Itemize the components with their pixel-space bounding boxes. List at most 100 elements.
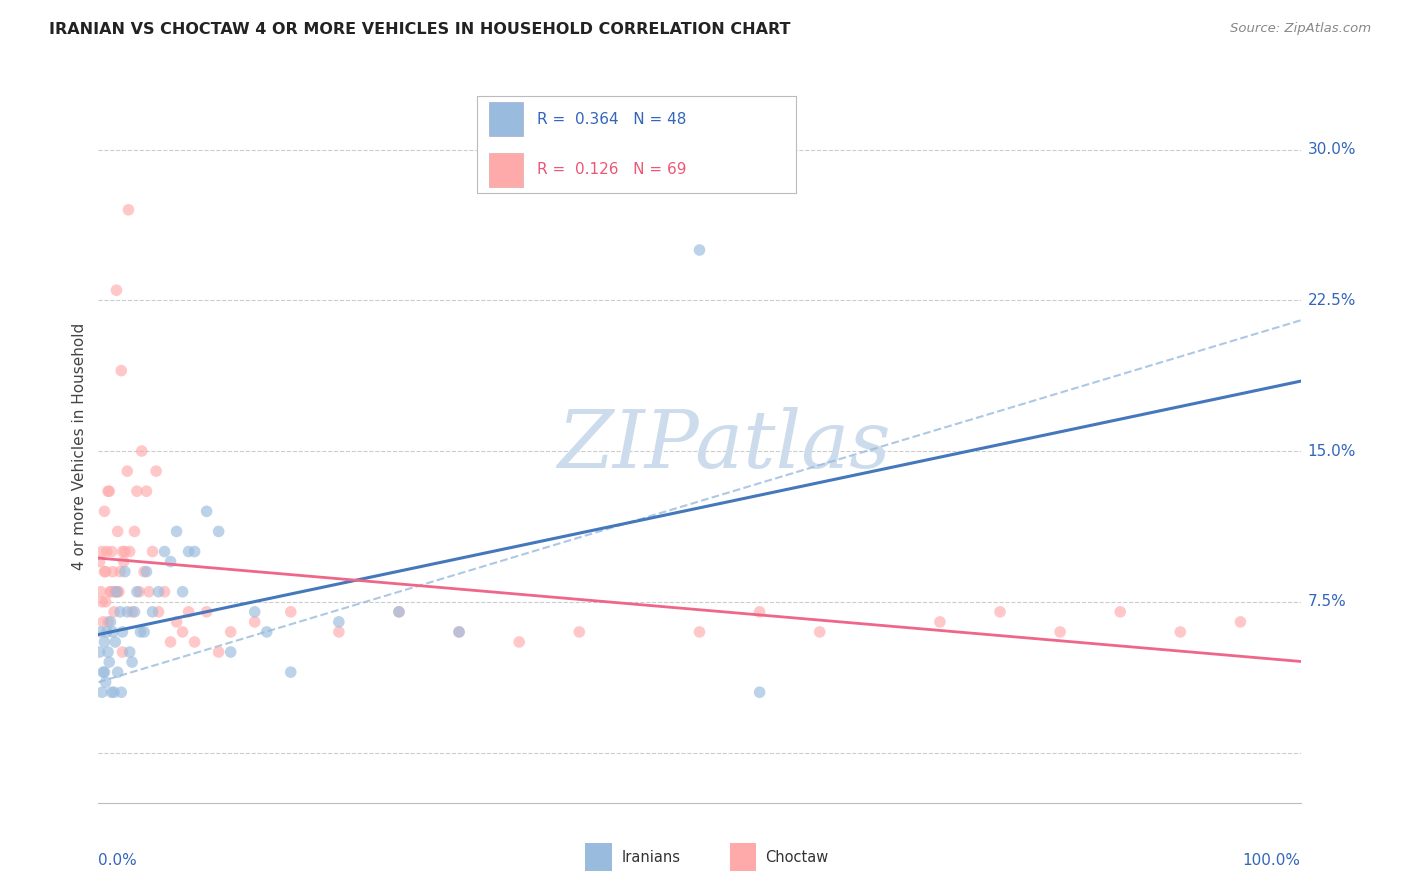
Point <box>118 645 141 659</box>
Text: Choctaw: Choctaw <box>766 849 830 864</box>
Bar <box>730 844 756 871</box>
Point <box>280 605 302 619</box>
Bar <box>489 102 523 136</box>
Point <box>89 645 111 659</box>
Point <box>110 363 132 377</box>
Point <box>107 584 129 599</box>
Point <box>928 615 950 629</box>
Point <box>111 544 134 558</box>
Text: 0.0%: 0.0% <box>98 853 138 868</box>
Text: 100.0%: 100.0% <box>1243 853 1301 868</box>
Point <box>110 685 132 699</box>
Point <box>91 544 114 558</box>
Point <box>148 584 170 599</box>
Point <box>688 624 710 639</box>
Point <box>108 584 131 599</box>
Point <box>129 624 152 639</box>
Point <box>159 635 181 649</box>
Point <box>132 565 155 579</box>
Text: 30.0%: 30.0% <box>1308 142 1355 157</box>
Point <box>121 655 143 669</box>
Point <box>103 605 125 619</box>
Point <box>183 544 205 558</box>
Point <box>256 624 278 639</box>
Point <box>153 584 176 599</box>
Point <box>91 595 114 609</box>
Point <box>1049 624 1071 639</box>
Point <box>93 504 115 518</box>
Point <box>388 605 411 619</box>
Point <box>1170 624 1192 639</box>
Point <box>166 615 188 629</box>
Point <box>688 243 710 257</box>
Point <box>1229 615 1251 629</box>
Point <box>91 685 114 699</box>
Point <box>91 615 114 629</box>
Point <box>91 665 114 680</box>
Point <box>219 624 242 639</box>
Point <box>105 584 128 599</box>
Point <box>93 565 115 579</box>
Point <box>117 202 139 217</box>
Point <box>183 635 205 649</box>
Point <box>243 605 266 619</box>
Point <box>98 484 121 499</box>
Point <box>135 565 157 579</box>
Text: 15.0%: 15.0% <box>1308 443 1355 458</box>
Text: R =  0.364   N = 48: R = 0.364 N = 48 <box>537 112 686 127</box>
Point <box>118 544 141 558</box>
Point <box>138 584 160 599</box>
Point <box>145 464 167 478</box>
Text: 22.5%: 22.5% <box>1308 293 1355 308</box>
Point <box>195 504 218 518</box>
Point <box>104 584 127 599</box>
Point <box>125 584 148 599</box>
Point <box>195 605 218 619</box>
Point <box>90 584 112 599</box>
Point <box>243 615 266 629</box>
Y-axis label: 4 or more Vehicles in Household: 4 or more Vehicles in Household <box>72 322 87 570</box>
Point <box>172 584 194 599</box>
Point <box>128 584 150 599</box>
Point <box>177 605 200 619</box>
Point <box>141 544 163 558</box>
Point <box>153 544 176 558</box>
Point <box>97 484 120 499</box>
Point <box>111 645 134 659</box>
Point <box>280 665 302 680</box>
Point <box>96 544 118 558</box>
Point <box>208 645 231 659</box>
Bar <box>585 844 612 871</box>
Point <box>748 685 770 699</box>
Point <box>98 655 121 669</box>
Text: IRANIAN VS CHOCTAW 4 OR MORE VEHICLES IN HOUSEHOLD CORRELATION CHART: IRANIAN VS CHOCTAW 4 OR MORE VEHICLES IN… <box>49 22 790 37</box>
Point <box>328 615 350 629</box>
Point <box>107 665 129 680</box>
Bar <box>489 153 523 187</box>
Point <box>101 624 124 639</box>
Point <box>103 685 125 699</box>
Point <box>111 624 134 639</box>
Point <box>104 635 127 649</box>
Point <box>568 624 591 639</box>
Point <box>748 605 770 619</box>
Point <box>93 665 115 680</box>
Point <box>125 484 148 499</box>
Point <box>447 624 470 639</box>
Point <box>1109 605 1132 619</box>
Point <box>124 524 146 539</box>
Point <box>988 605 1011 619</box>
Point <box>89 555 111 569</box>
Point <box>148 605 170 619</box>
Point <box>100 685 122 699</box>
Point <box>103 584 125 599</box>
Point <box>108 605 131 619</box>
Text: ZIPatlas: ZIPatlas <box>557 408 890 484</box>
Text: 7.5%: 7.5% <box>1308 594 1346 609</box>
Point <box>112 555 135 569</box>
Point <box>97 645 120 659</box>
Point <box>100 544 122 558</box>
Text: Iranians: Iranians <box>621 849 681 864</box>
Point <box>94 565 117 579</box>
Point <box>328 624 350 639</box>
